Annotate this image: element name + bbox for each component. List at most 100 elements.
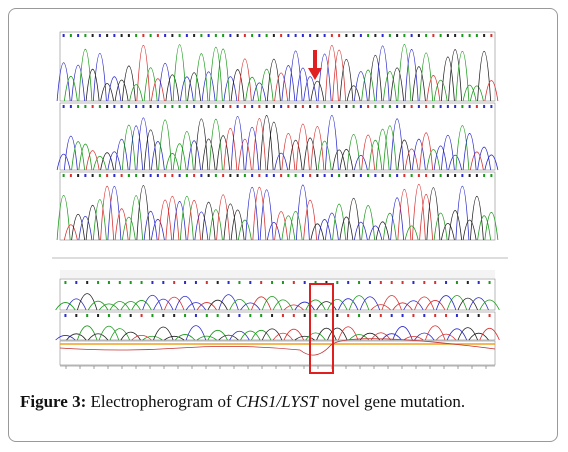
base-call [314,281,317,284]
base-call [287,105,290,108]
base-call [314,314,317,317]
base-call [207,174,210,177]
base-call [156,105,159,108]
base-call [325,314,328,317]
peak [259,189,274,241]
base-call [454,105,457,108]
peak [382,70,397,102]
peak [361,69,376,102]
base-call [156,34,159,37]
base-call [412,281,415,284]
peak [283,304,304,311]
peak [283,328,304,341]
peak [194,53,209,102]
peak [368,54,383,102]
base-call [156,174,159,177]
base-call [258,174,261,177]
peak [305,332,326,341]
peak [375,129,390,171]
peak [165,195,180,241]
peak [136,45,151,102]
base-call [129,281,132,284]
trace-box [59,102,496,171]
peak [288,210,303,241]
base-call [200,105,203,108]
peak [71,64,86,102]
base-call [417,34,420,37]
peak [87,333,109,341]
base-call [91,105,94,108]
peak [390,67,405,102]
peak [281,65,296,102]
peak [63,224,78,241]
base-call [292,281,295,284]
peak [440,134,455,171]
peak [411,184,426,241]
base-call [336,314,339,317]
peak [433,79,448,102]
peak [196,335,217,341]
base-call [475,174,478,177]
base-call [490,105,493,108]
base-call [368,314,371,317]
peak [425,300,446,311]
peak [381,333,402,341]
base-call [439,105,442,108]
peak [426,149,441,171]
base-call [91,174,94,177]
base-call [194,281,197,284]
peak [129,84,144,102]
base-call [97,281,100,284]
base-call [173,314,176,317]
base-call [303,281,306,284]
peak [229,330,250,341]
base-call [249,314,252,317]
base-call [106,174,109,177]
peak [266,59,281,102]
base-call [113,105,116,108]
base-call [193,34,196,37]
base-call [280,105,283,108]
peak [78,216,93,241]
peak [316,327,337,341]
base-call [135,105,138,108]
base-call [135,34,138,37]
base-call [227,314,230,317]
base-call [468,174,471,177]
base-call [330,34,333,37]
peak [100,83,115,102]
base-call [171,105,174,108]
peak [245,127,260,171]
base-call [91,34,94,37]
peak [187,140,202,171]
base-call [359,34,362,37]
base-call [216,281,219,284]
base-call [236,34,239,37]
peak [317,53,332,102]
peak [435,333,457,341]
peak [433,145,448,171]
peak [158,199,173,241]
base-call [98,174,101,177]
peak [142,335,163,341]
peak [414,296,435,311]
base-call [432,105,435,108]
base-call [401,281,404,284]
peak [121,124,136,171]
peak [462,84,477,102]
peak [92,52,107,102]
base-call [164,105,167,108]
peak [172,44,187,102]
peak [63,76,78,102]
peak [440,56,455,102]
base-call [403,105,406,108]
peak [382,213,397,241]
base-call [77,105,80,108]
base-call [477,314,480,317]
peak [294,335,315,341]
base-call [193,174,196,177]
peak [230,209,245,241]
base-call [316,105,319,108]
peak [259,115,274,171]
peak [346,134,361,171]
